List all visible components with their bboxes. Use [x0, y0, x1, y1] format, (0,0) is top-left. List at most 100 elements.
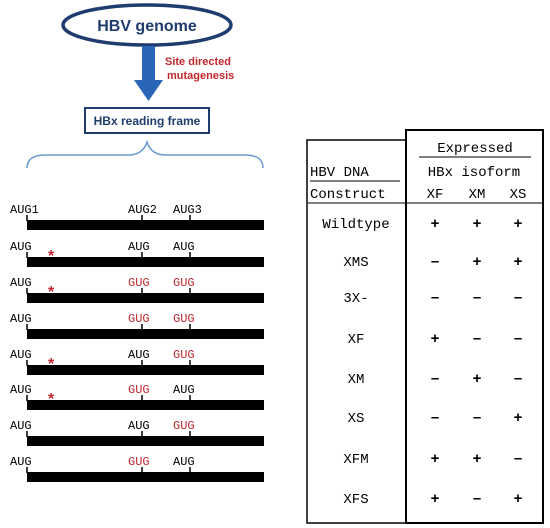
- construct-name: XFS: [343, 492, 368, 508]
- codon-label: AUG: [128, 240, 150, 254]
- codon-label: AUG: [10, 383, 32, 397]
- genome-ellipse: [61, 3, 233, 47]
- codon-label: AUG: [128, 348, 150, 362]
- table-row: XMS – + +: [343, 253, 522, 271]
- mutation-star: *: [48, 284, 55, 301]
- expression-value: +: [431, 450, 440, 467]
- reading-frame-box: [84, 107, 210, 134]
- column-header-xf: XF: [427, 187, 444, 203]
- expression-value: +: [473, 215, 482, 232]
- codon-label: AUG: [10, 312, 32, 326]
- expression-value: +: [473, 450, 482, 467]
- construct-name: XF: [348, 332, 365, 348]
- expression-value: +: [431, 490, 440, 507]
- expressed-label: Expressed: [437, 141, 513, 157]
- reading-frame-bar: [27, 257, 264, 267]
- table-row: XM – + –: [348, 370, 523, 388]
- codon-label: AUG: [173, 455, 195, 469]
- expression-value: –: [473, 490, 481, 507]
- construct-row: AUG GUG GUG: [10, 312, 264, 339]
- genome-label: HBV genome: [97, 18, 197, 35]
- codon-label: AUG: [10, 240, 32, 254]
- expression-value: –: [473, 330, 481, 347]
- expression-value: –: [514, 450, 522, 467]
- reading-frame-bar: [27, 436, 264, 446]
- codon-label: AUG: [10, 348, 32, 362]
- table-row: XF + – –: [348, 330, 523, 348]
- codon-label: AUG: [173, 240, 195, 254]
- mutation-star: *: [48, 248, 55, 265]
- expression-value: +: [431, 215, 440, 232]
- expression-value: +: [514, 409, 523, 426]
- construct-name: XS: [348, 411, 365, 427]
- column-header-xs: XS: [510, 187, 527, 203]
- expression-value: –: [514, 330, 522, 347]
- reading-frame-bar: [27, 220, 264, 230]
- expression-table: Expressed HBx isoform HBV DNA Construct …: [306, 129, 544, 524]
- isoform-label: HBx isoform: [428, 165, 520, 181]
- construct-name: Wildtype: [322, 217, 389, 233]
- construct-name: XFM: [343, 452, 368, 468]
- reading-frame-bar: [27, 293, 264, 303]
- mutated-codon-label: GUG: [128, 455, 150, 469]
- mutation-star: *: [48, 356, 55, 373]
- expression-value: +: [473, 370, 482, 387]
- construct-row: AUG AUG GUG *: [10, 348, 264, 375]
- construct-row: AUG GUG AUG *: [10, 383, 264, 410]
- mutated-codon-label: GUG: [173, 276, 195, 290]
- table-row: XFS + – +: [343, 490, 522, 508]
- construct-row: AUG AUG GUG: [10, 419, 264, 446]
- expression-value: +: [514, 490, 523, 507]
- expression-value: –: [431, 253, 439, 270]
- expression-value: –: [514, 289, 522, 306]
- reading-frame-bar: [27, 365, 264, 375]
- reading-frame-bar: [27, 329, 264, 339]
- brace: [26, 139, 264, 169]
- table-row: XS – – +: [348, 409, 523, 427]
- expression-value: +: [514, 215, 523, 232]
- reading-frame-bar: [27, 400, 264, 410]
- mutated-codon-label: GUG: [128, 312, 150, 326]
- hbv-dna-label: HBV DNA: [310, 165, 369, 181]
- mutated-codon-label: GUG: [173, 419, 195, 433]
- expression-value: +: [431, 330, 440, 347]
- table-row: Wildtype + + +: [322, 215, 522, 233]
- construct-name: XMS: [343, 255, 368, 271]
- expression-value: –: [431, 409, 439, 426]
- codon-label: AUG3: [173, 203, 202, 217]
- mutated-codon-label: GUG: [128, 276, 150, 290]
- mutagenesis-label-line1: Site directed: [165, 56, 231, 68]
- table-rows: Wildtype + + +XMS – + +3X- – – –XF + – –XM – + –XS – – +XF…: [322, 215, 522, 508]
- codon-label: AUG: [128, 419, 150, 433]
- codon-label: AUG: [10, 419, 32, 433]
- construct-row: AUG GUG GUG *: [10, 276, 264, 303]
- table-frame-right: [405, 129, 544, 524]
- reading-frame-bar: [27, 472, 264, 482]
- mutation-star: *: [48, 391, 55, 408]
- expression-value: +: [514, 253, 523, 270]
- construct-name: XM: [348, 372, 365, 388]
- expression-value: –: [431, 370, 439, 387]
- table-row: 3X- – – –: [343, 289, 522, 307]
- codon-label: AUG: [173, 383, 195, 397]
- mutated-codon-label: GUG: [128, 383, 150, 397]
- construct-name: 3X-: [343, 291, 368, 307]
- mutated-codon-label: GUG: [173, 348, 195, 362]
- column-header-xm: XM: [469, 187, 486, 203]
- mutagenesis-arrow: [134, 46, 163, 101]
- mutagenesis-label-line2: mutagenesis: [167, 70, 234, 82]
- reading-frame-label: HBx reading frame: [94, 114, 201, 128]
- construct-row: AUG AUG AUG *: [10, 240, 264, 267]
- construct-row: AUG GUG AUG: [10, 455, 264, 482]
- expression-value: –: [514, 370, 522, 387]
- codon-label: AUG: [10, 455, 32, 469]
- table-row: XFM + + –: [343, 450, 522, 468]
- mutated-codon-label: GUG: [173, 312, 195, 326]
- codon-label: AUG1: [10, 203, 39, 217]
- construct-row: AUG1 AUG2 AUG3: [10, 203, 264, 230]
- expression-value: –: [473, 289, 481, 306]
- construct-label: Construct: [310, 187, 386, 203]
- expression-value: –: [431, 289, 439, 306]
- expression-value: –: [473, 409, 481, 426]
